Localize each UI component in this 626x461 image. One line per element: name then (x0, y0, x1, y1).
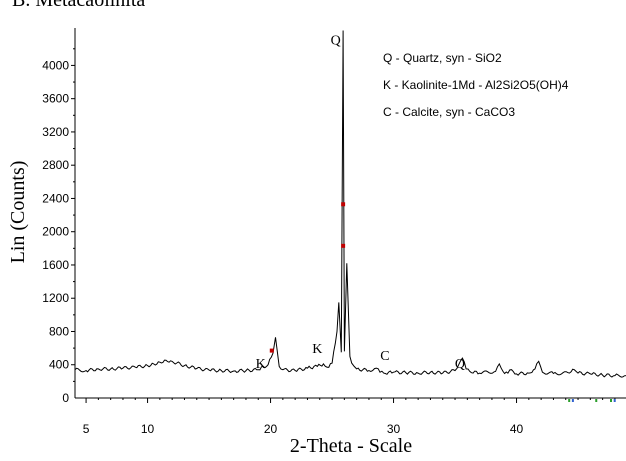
legend: Q - Quartz, syn - SiO2 K - Kaolinite-1Md … (383, 51, 569, 119)
reference-tick (610, 399, 613, 402)
x-tick-label: 40 (510, 422, 524, 436)
peak-label: Q (455, 357, 465, 372)
legend-entry: Q - Quartz, syn - SiO2 (383, 51, 502, 65)
y-tick-label: 1200 (42, 291, 69, 305)
legend-entry: C - Calcite, syn - CaCO3 (383, 105, 515, 119)
x-ticks: 5 10 20 30 40 (83, 398, 616, 436)
peak-label: K (312, 342, 322, 357)
y-tick-label: 0 (62, 391, 69, 405)
y-axis-title: Lin (Counts) (7, 161, 29, 264)
y-tick-label: 2000 (42, 225, 69, 239)
x-tick-label: 20 (264, 422, 278, 436)
legend-entry: K - Kaolinite-1Md - Al2Si2O5(OH)4 (383, 78, 569, 92)
x-tick-label: 30 (387, 422, 401, 436)
y-tick-label: 4000 (42, 58, 69, 72)
peak-marker (341, 202, 346, 207)
y-tick-label: 3200 (42, 125, 69, 139)
y-tick-label: 2800 (42, 158, 69, 172)
peak-label: Q (331, 34, 341, 49)
y-tick-label: 2400 (42, 191, 69, 205)
peak-labels: Q K K C Q (256, 34, 465, 372)
chart-header-partial: B. Metacaolinita (12, 0, 145, 11)
series-layer (74, 30, 626, 378)
reference-tick (613, 399, 616, 402)
peak-marker (269, 348, 274, 353)
marker-layer (269, 202, 616, 402)
reference-tick (595, 399, 598, 402)
y-tick-label: 1600 (42, 258, 69, 272)
reference-tick (568, 399, 571, 402)
y-ticks: 0 400 800 1200 1600 2000 2400 2800 3200 3600 4000 (42, 48, 75, 405)
peak-label: K (256, 357, 266, 372)
y-tick-label: 800 (49, 324, 69, 338)
y-tick-label: 400 (49, 358, 69, 372)
x-tick-label: 10 (141, 422, 155, 436)
y-tick-label: 3600 (42, 92, 69, 106)
x-tick-label: 5 (83, 422, 90, 436)
reference-tick (571, 399, 574, 402)
x-axis-title: 2-Theta - Scale (290, 435, 412, 457)
plot-area: 040080012001600200024002800320036004000 … (42, 28, 626, 436)
series-line (74, 30, 626, 378)
peak-marker (341, 243, 346, 248)
peak-label: C (380, 349, 389, 364)
